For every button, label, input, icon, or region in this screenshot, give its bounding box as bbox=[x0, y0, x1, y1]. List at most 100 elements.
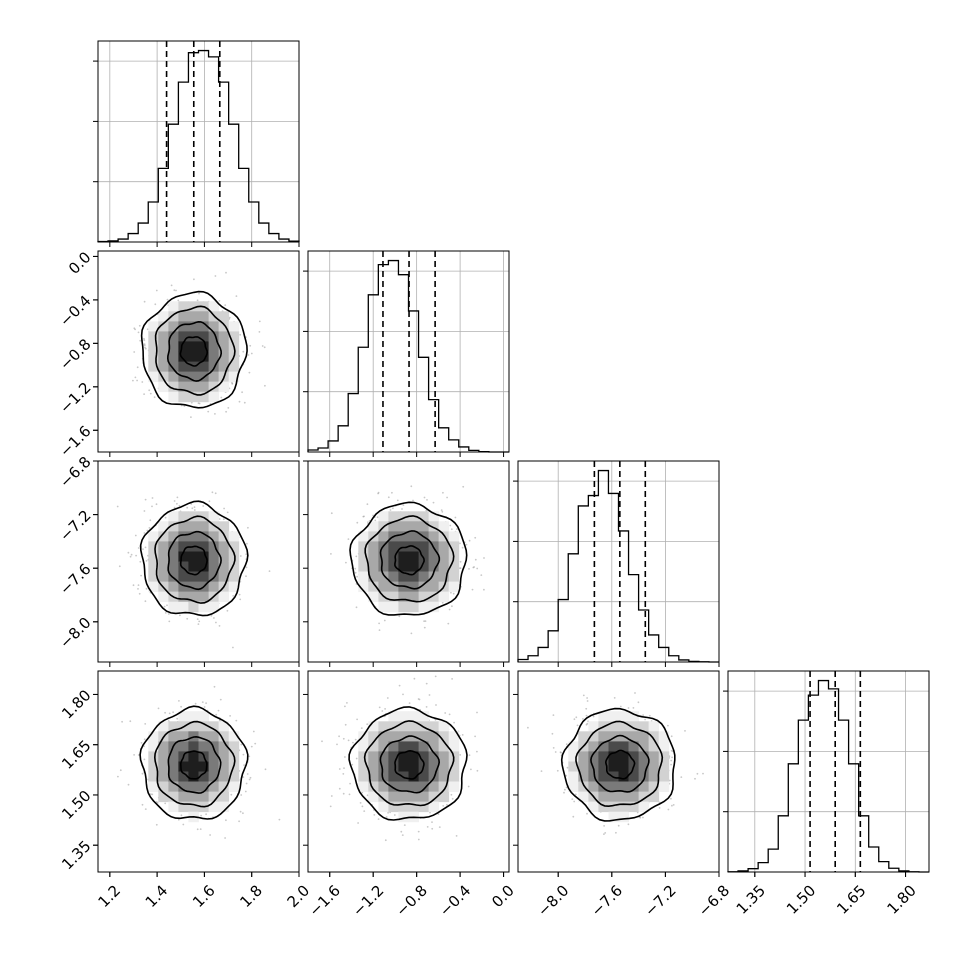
density-cell bbox=[618, 791, 629, 803]
density-cell bbox=[368, 561, 379, 572]
scatter-point bbox=[193, 506, 196, 508]
density-cell bbox=[168, 381, 179, 393]
scatter-point bbox=[366, 794, 369, 797]
density-cell bbox=[228, 331, 240, 342]
scatter-point bbox=[434, 675, 437, 678]
density-cell bbox=[388, 591, 399, 603]
density-cell bbox=[178, 351, 189, 362]
y-tick-label: 1.80 bbox=[58, 686, 94, 722]
scatter-point bbox=[186, 506, 189, 509]
panel-frame bbox=[97, 460, 300, 663]
density-cell bbox=[418, 731, 430, 742]
density-cell bbox=[618, 811, 629, 823]
density-cell bbox=[188, 801, 199, 813]
density-cell bbox=[218, 721, 230, 732]
density-cell bbox=[388, 721, 399, 732]
density-cell bbox=[418, 791, 430, 803]
scatter-point bbox=[671, 804, 673, 807]
scatter-point bbox=[151, 497, 154, 499]
scatter-point bbox=[144, 808, 147, 810]
scatter-point bbox=[361, 805, 364, 808]
density-cell bbox=[628, 721, 639, 732]
scatter-point bbox=[425, 706, 428, 708]
density-cell bbox=[228, 531, 240, 542]
histogram-bars bbox=[727, 679, 929, 873]
density-cell bbox=[388, 711, 399, 722]
scatter-point bbox=[247, 354, 250, 356]
scatter-point bbox=[417, 830, 420, 833]
scatter-point bbox=[564, 788, 566, 791]
scatter-point bbox=[428, 694, 431, 696]
scatter-point bbox=[444, 712, 447, 714]
scatter-point bbox=[134, 534, 137, 537]
scatter-point bbox=[220, 396, 223, 399]
density-cell bbox=[188, 601, 199, 613]
scatter-point bbox=[387, 811, 389, 814]
density-cell bbox=[438, 751, 450, 762]
density-cell bbox=[598, 761, 609, 772]
density-cell bbox=[438, 541, 450, 552]
density-cell bbox=[218, 321, 230, 332]
density-cell bbox=[408, 601, 419, 613]
density-cell bbox=[388, 761, 399, 772]
scatter-point bbox=[582, 694, 585, 697]
scatter-point bbox=[207, 410, 210, 413]
density-cell bbox=[618, 781, 629, 792]
scatter-point bbox=[176, 717, 179, 720]
contour-level-4 bbox=[140, 290, 248, 409]
scatter-point bbox=[258, 331, 261, 333]
density-cell bbox=[638, 791, 650, 803]
density-cell bbox=[158, 351, 169, 362]
density-cell bbox=[418, 801, 430, 813]
scatter-point bbox=[459, 542, 461, 545]
density-cell bbox=[168, 601, 179, 613]
density-cell bbox=[648, 721, 660, 732]
density-cell bbox=[418, 521, 430, 532]
contour-level-2 bbox=[379, 735, 441, 794]
scatter-point bbox=[393, 814, 396, 816]
density-cell bbox=[638, 771, 650, 782]
density-cell bbox=[438, 591, 450, 603]
density-cell bbox=[358, 561, 369, 572]
density-cell bbox=[228, 371, 240, 383]
scatter-point bbox=[384, 708, 386, 710]
scatter-point bbox=[240, 794, 243, 796]
density-cell bbox=[178, 321, 189, 332]
density-cell bbox=[168, 341, 179, 352]
scatter-point bbox=[228, 316, 231, 319]
x-tick-label: 1.6 bbox=[189, 882, 219, 912]
scatter-point bbox=[225, 271, 227, 274]
density-cell bbox=[368, 591, 379, 603]
density-cell bbox=[178, 521, 189, 532]
density-cell bbox=[368, 551, 379, 562]
x-tick-label: −0.8 bbox=[392, 882, 430, 920]
density-cell bbox=[168, 751, 179, 762]
scatter-point bbox=[363, 810, 366, 812]
scatter-point bbox=[565, 786, 568, 789]
density-cell bbox=[208, 331, 220, 342]
density-cell bbox=[648, 761, 660, 772]
scatter-point bbox=[670, 763, 672, 766]
density-cell bbox=[178, 541, 189, 552]
scatter-point bbox=[423, 620, 425, 622]
density-cell bbox=[448, 531, 460, 542]
scatter-point bbox=[198, 292, 200, 295]
x-tick-label: −0.4 bbox=[436, 882, 474, 920]
density-cell bbox=[228, 361, 240, 373]
density-cell bbox=[178, 531, 189, 542]
scatter-point bbox=[474, 536, 477, 539]
density-cell bbox=[398, 731, 409, 742]
density-cell bbox=[148, 361, 159, 373]
density-cell bbox=[168, 551, 179, 562]
density-cell bbox=[398, 571, 409, 582]
density-panel-2-1 bbox=[93, 250, 300, 457]
scatter-point bbox=[239, 555, 242, 557]
density-cell bbox=[628, 801, 639, 813]
scatter-point bbox=[442, 491, 444, 494]
scatter-point bbox=[672, 804, 675, 806]
scatter-point bbox=[141, 381, 144, 383]
density-cell bbox=[228, 571, 240, 582]
scatter-point bbox=[155, 823, 158, 826]
scatter-point bbox=[448, 713, 451, 716]
